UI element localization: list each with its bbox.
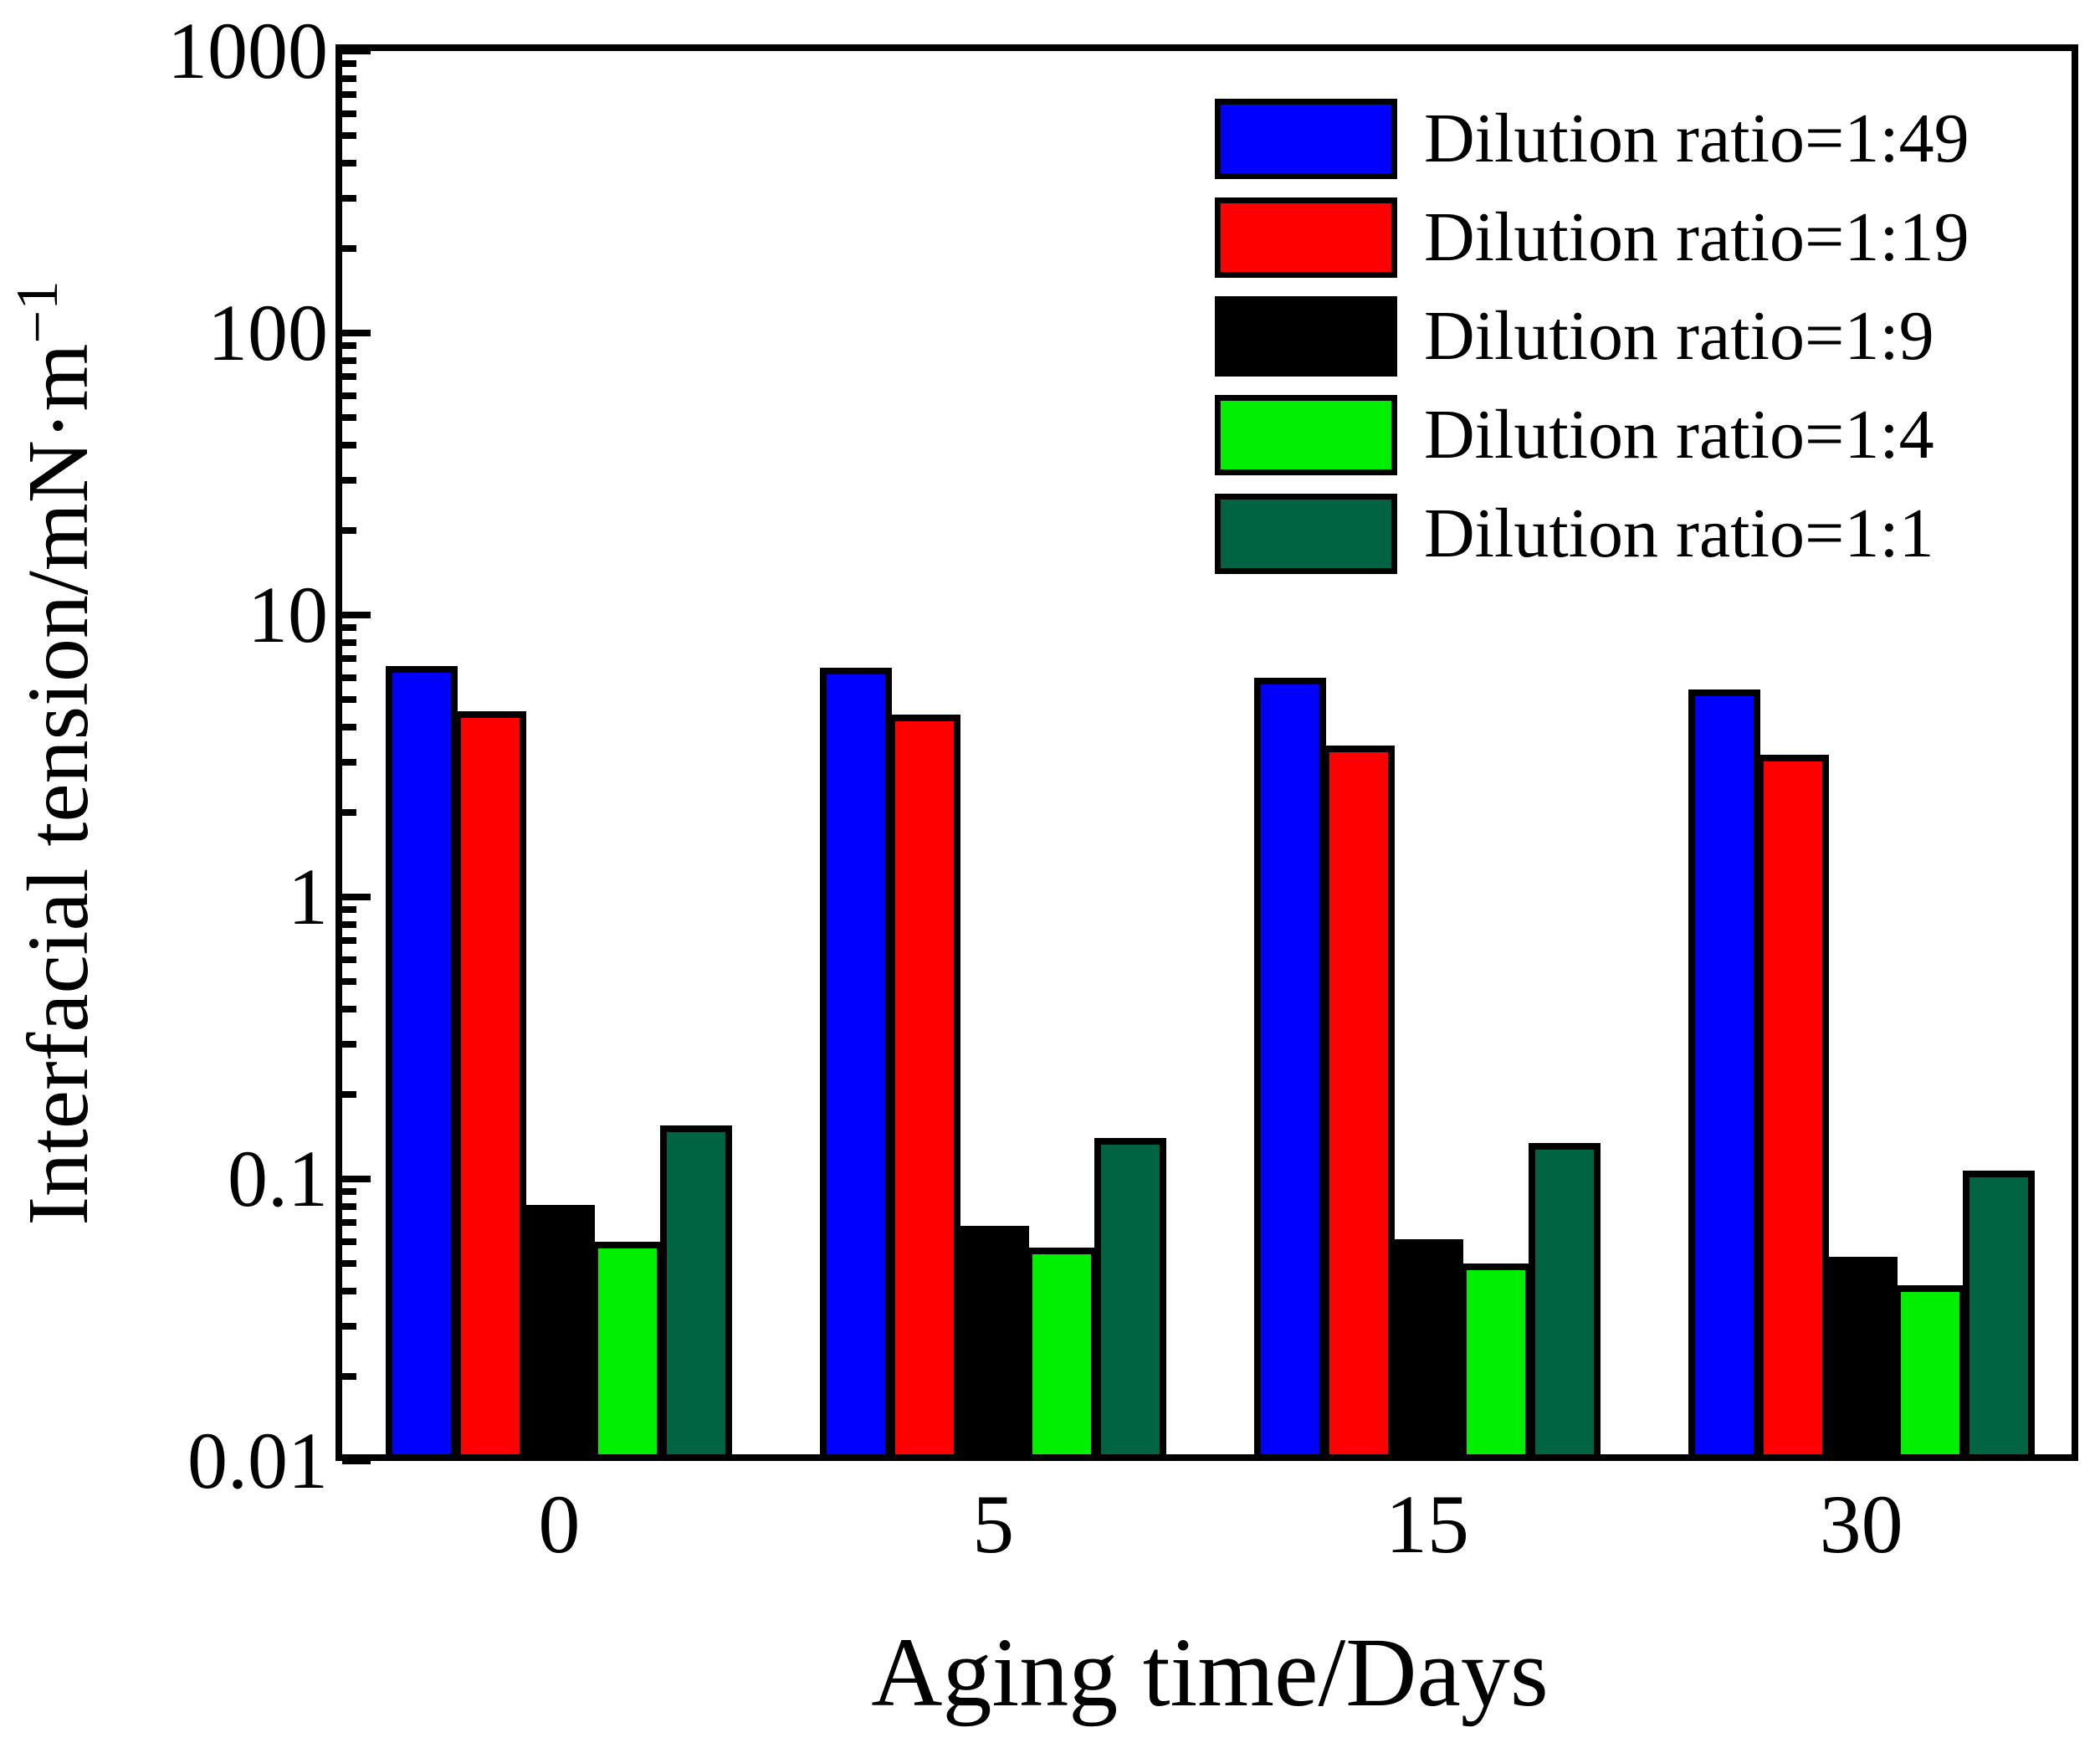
- y-axis-minor-tick: [342, 1188, 356, 1196]
- x-tick-label: 5: [972, 1478, 1015, 1571]
- y-axis-major-tick: [342, 1176, 371, 1182]
- bar-day15-1:49: [1253, 677, 1326, 1461]
- bar-day5-1:49: [820, 668, 893, 1461]
- y-tick-label: 1: [288, 852, 328, 941]
- bar-day15-1:19: [1322, 745, 1395, 1461]
- y-axis-minor-tick: [342, 244, 356, 252]
- y-axis-minor-tick: [342, 392, 356, 399]
- y-axis-minor-tick: [342, 1323, 356, 1330]
- y-axis-minor-tick: [342, 160, 356, 167]
- y-axis-minor-tick: [342, 1090, 356, 1098]
- legend-item: Dilution ratio=1:49: [1215, 99, 2018, 179]
- y-axis-minor-tick: [342, 674, 356, 681]
- bar-day5-1:9: [957, 1226, 1030, 1461]
- y-axis-minor-tick: [342, 696, 356, 704]
- legend-label: Dilution ratio=1:1: [1424, 495, 1934, 572]
- bar-day15-1:1: [1528, 1143, 1601, 1461]
- y-axis-minor-tick: [342, 1238, 356, 1245]
- x-axis-title: Aging time/Days: [871, 1617, 1549, 1727]
- y-axis-major-tick: [342, 894, 371, 900]
- bar-day30-1:9: [1825, 1256, 1898, 1461]
- y-axis-major-tick: [342, 1458, 371, 1464]
- legend-swatch: [1215, 197, 1397, 278]
- y-axis-minor-tick: [342, 624, 356, 632]
- y-axis-major-tick: [342, 612, 371, 618]
- legend-item: Dilution ratio=1:19: [1215, 197, 2018, 278]
- y-axis-minor-tick: [342, 1260, 356, 1268]
- y-axis-minor-tick: [342, 724, 356, 731]
- y-axis-minor-tick: [342, 1372, 356, 1380]
- x-tick-label: 0: [538, 1478, 581, 1571]
- legend-label: Dilution ratio=1:19: [1424, 198, 1969, 276]
- y-axis-minor-tick: [342, 978, 356, 986]
- y-axis-minor-tick: [342, 342, 356, 350]
- y-axis-title: Interfacial tension/mN·m−1: [5, 280, 106, 1225]
- y-axis-minor-tick: [342, 808, 356, 816]
- legend-item: Dilution ratio=1:9: [1215, 296, 2018, 377]
- y-axis-major-tick: [342, 330, 371, 336]
- bar-day0-1:19: [454, 711, 527, 1461]
- y-axis-minor-tick: [342, 373, 356, 381]
- y-tick-label: 0.1: [228, 1134, 328, 1223]
- legend-item: Dilution ratio=1:4: [1215, 395, 2018, 475]
- y-axis-minor-tick: [342, 920, 356, 928]
- y-axis-minor-tick: [342, 906, 356, 914]
- y-axis-minor-tick: [342, 414, 356, 422]
- y-axis-minor-tick: [342, 442, 356, 449]
- bar-day30-1:1: [1962, 1171, 2035, 1461]
- y-axis-minor-tick: [342, 655, 356, 663]
- y-axis-minor-tick: [342, 1202, 356, 1210]
- legend-swatch: [1215, 99, 1397, 179]
- y-tick-label: 100: [207, 288, 328, 377]
- bar-day30-1:4: [1893, 1284, 1966, 1461]
- y-axis-minor-tick: [342, 132, 356, 140]
- y-axis-title-text: Interfacial tension/mN·m: [9, 343, 106, 1226]
- bar-day5-1:1: [1094, 1137, 1167, 1461]
- bar-day5-1:4: [1026, 1248, 1099, 1461]
- y-axis-minor-tick: [342, 956, 356, 963]
- legend-label: Dilution ratio=1:9: [1424, 297, 1934, 375]
- legend-label: Dilution ratio=1:4: [1424, 396, 1934, 474]
- bar-day30-1:19: [1756, 754, 1829, 1461]
- y-tick-label: 1000: [167, 6, 328, 95]
- y-axis-minor-tick: [342, 1219, 356, 1227]
- x-tick-label: 30: [1819, 1478, 1903, 1571]
- bar-day0-1:9: [523, 1204, 596, 1461]
- plot-area: [335, 44, 2078, 1464]
- y-axis-minor-tick: [342, 74, 356, 82]
- y-axis-minor-tick: [342, 477, 356, 484]
- y-tick-label: 10: [248, 570, 328, 659]
- bar-day5-1:19: [889, 714, 961, 1461]
- y-axis-minor-tick: [342, 1006, 356, 1013]
- x-tick-label: 15: [1385, 1478, 1469, 1571]
- y-axis-minor-tick: [342, 195, 356, 202]
- legend-swatch: [1215, 494, 1397, 574]
- bar-day30-1:49: [1688, 689, 1760, 1461]
- y-axis-minor-tick: [342, 759, 356, 766]
- legend-swatch: [1215, 395, 1397, 475]
- y-axis-minor-tick: [342, 60, 356, 68]
- legend-swatch: [1215, 296, 1397, 377]
- y-tick-label: 0.01: [187, 1416, 328, 1505]
- y-axis-minor-tick: [342, 356, 356, 364]
- bar-day0-1:1: [660, 1125, 733, 1461]
- y-axis-major-tick: [342, 48, 371, 54]
- y-axis-minor-tick: [342, 91, 356, 99]
- bar-day15-1:9: [1391, 1239, 1463, 1461]
- y-axis-minor-tick: [342, 937, 356, 945]
- bar-day0-1:49: [386, 665, 458, 1461]
- y-axis-minor-tick: [342, 1288, 356, 1295]
- y-axis-minor-tick: [342, 526, 356, 534]
- y-axis-minor-tick: [342, 1041, 356, 1048]
- legend-item: Dilution ratio=1:1: [1215, 494, 2018, 574]
- legend-label: Dilution ratio=1:49: [1424, 100, 1969, 177]
- bar-day15-1:4: [1459, 1263, 1532, 1461]
- y-axis-minor-tick: [342, 110, 356, 117]
- bar-day0-1:4: [592, 1241, 664, 1461]
- y-axis-minor-tick: [342, 638, 356, 646]
